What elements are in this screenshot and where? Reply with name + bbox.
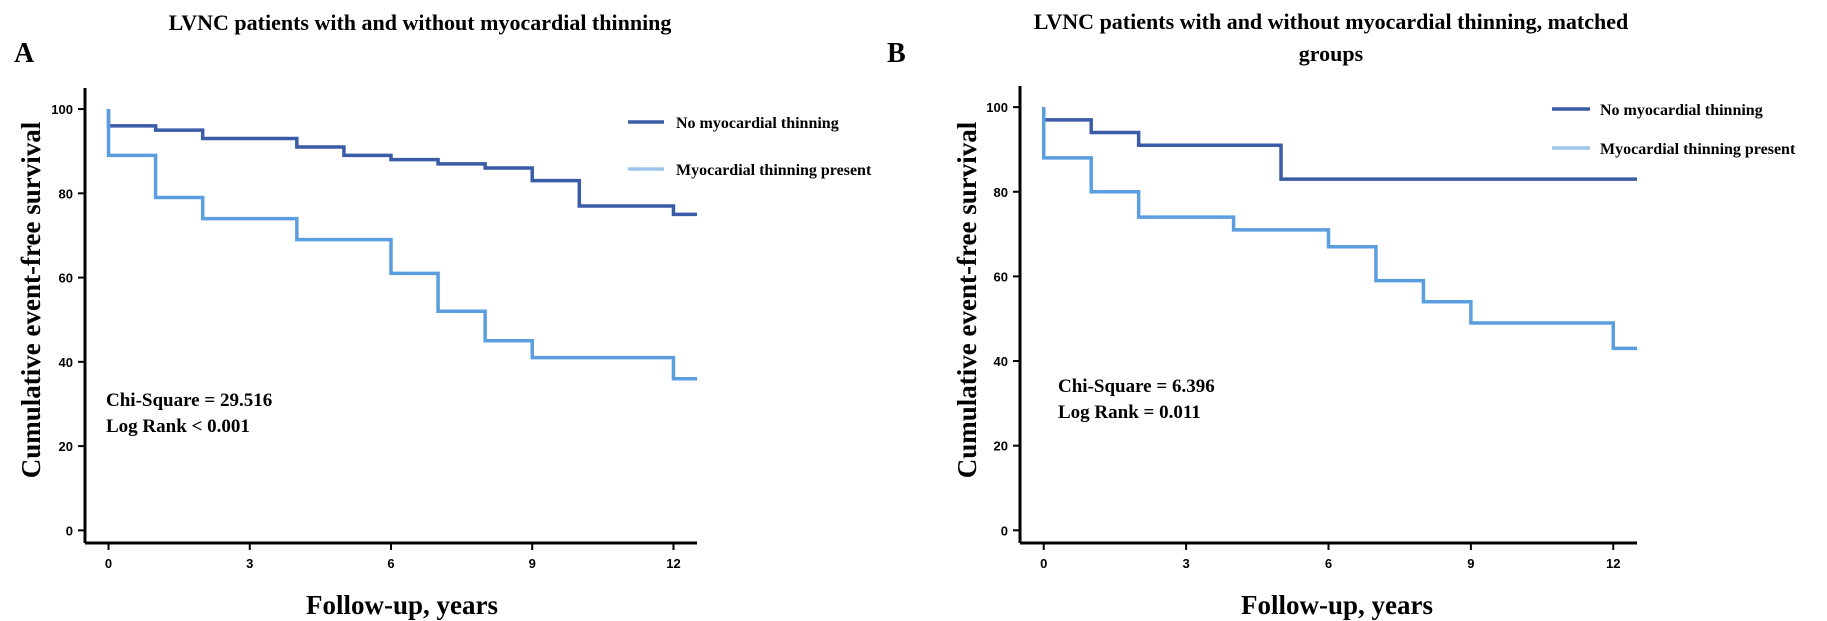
panel-b-y-axis-label: Cumulative event-free survival — [952, 121, 982, 478]
panel-a: A LVNC patients with and without myocard… — [14, 10, 872, 620]
legend-label-thinning-present: Myocardial thinning present — [676, 162, 872, 179]
y-tick-label: 100 — [51, 102, 73, 117]
log-rank-text: Log Rank < 0.001 — [106, 416, 250, 437]
panel-a-x-axis-label: Follow-up, years — [306, 590, 498, 620]
legend-label-no-thinning: No myocardial thinning — [1600, 102, 1763, 119]
y-tick-label: 80 — [59, 186, 73, 201]
panel-letter-a: A — [14, 38, 35, 69]
series-thinning-present — [1041, 107, 1637, 351]
y-tick-label: 0 — [1001, 523, 1008, 538]
x-tick-label: 0 — [1040, 556, 1047, 571]
log-rank-text: Log Rank = 0.011 — [1058, 402, 1201, 423]
panel-b-title-line-1: LVNC patients with and without myocardia… — [1034, 9, 1629, 34]
panel-letter-b: B — [887, 38, 906, 69]
panel-b-axes: 0 20 40 60 80 100 0 3 6 9 12 — [986, 86, 1637, 571]
y-tick-label: 40 — [994, 354, 1008, 369]
series-no-thinning — [1041, 107, 1637, 181]
x-tick-label: 12 — [1606, 556, 1620, 571]
panel-b-statistics: Chi-Square = 6.396 Log Rank = 0.011 — [1058, 376, 1215, 423]
panel-a-statistics: Chi-Square = 29.516 Log Rank < 0.001 — [106, 390, 272, 437]
panel-b-legend: No myocardial thinning Myocardial thinni… — [1552, 102, 1796, 158]
series-no-thinning — [106, 109, 697, 217]
y-tick-label: 0 — [66, 523, 73, 538]
panel-a-axes: 0 20 40 60 80 100 0 3 6 9 12 — [51, 88, 697, 571]
x-tick-label: 0 — [105, 556, 112, 571]
panel-b-plot — [1041, 107, 1637, 351]
x-tick-label: 3 — [246, 556, 253, 571]
chi-square-text: Chi-Square = 6.396 — [1058, 376, 1215, 397]
panel-a-y-axis-label: Cumulative event-free survival — [16, 121, 46, 478]
x-tick-label: 12 — [666, 556, 680, 571]
legend-label-no-thinning: No myocardial thinning — [676, 115, 839, 132]
y-tick-label: 20 — [59, 439, 73, 454]
x-tick-label: 6 — [387, 556, 394, 571]
y-tick-label: 60 — [994, 269, 1008, 284]
y-tick-label: 60 — [59, 271, 73, 286]
y-tick-label: 100 — [986, 100, 1008, 115]
x-tick-label: 9 — [529, 556, 536, 571]
panel-a-plot — [106, 109, 697, 381]
x-tick-label: 6 — [1325, 556, 1332, 571]
panel-a-legend: No myocardial thinning Myocardial thinni… — [628, 115, 872, 179]
legend-label-thinning-present: Myocardial thinning present — [1600, 141, 1796, 158]
y-tick-label: 40 — [59, 355, 73, 370]
panel-b: B LVNC patients with and without myocard… — [887, 9, 1796, 620]
panel-b-x-axis-label: Follow-up, years — [1241, 590, 1433, 620]
chi-square-text: Chi-Square = 29.516 — [106, 390, 272, 411]
y-tick-label: 20 — [994, 439, 1008, 454]
y-tick-label: 80 — [994, 185, 1008, 200]
x-tick-label: 3 — [1182, 556, 1189, 571]
x-tick-label: 9 — [1467, 556, 1474, 571]
panel-b-title-line-2: groups — [1299, 41, 1364, 66]
series-thinning-present — [106, 109, 697, 381]
panel-a-title: LVNC patients with and without myocardia… — [169, 10, 672, 35]
